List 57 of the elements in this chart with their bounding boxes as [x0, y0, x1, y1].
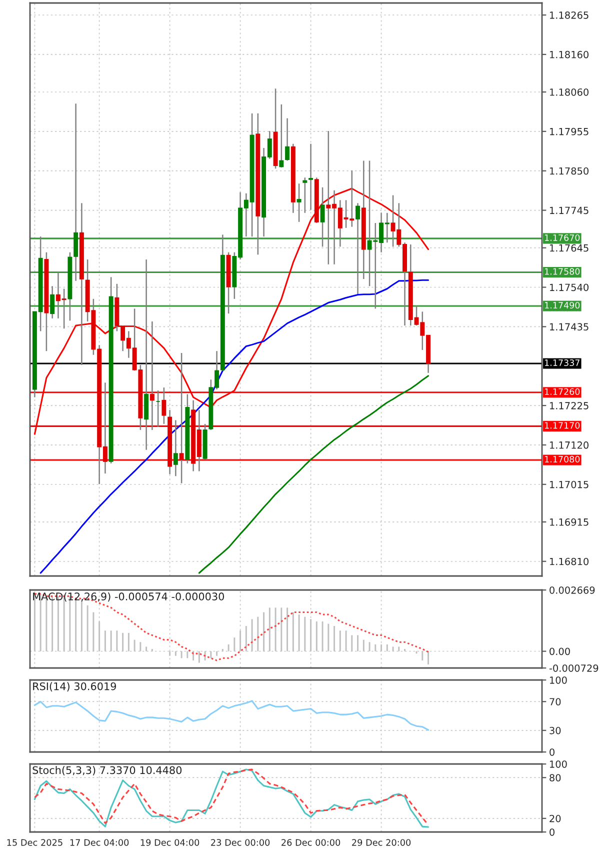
candlestick [173, 420, 178, 477]
ref-line-label: 1.17170 [545, 422, 580, 429]
candlestick [320, 186, 325, 248]
candlestick [279, 104, 284, 168]
y-tick-label: 100 [550, 760, 567, 768]
y-tick-label: 0 [550, 828, 554, 836]
y-tick-label: 1.17540 [550, 284, 589, 292]
candlestick [50, 285, 55, 320]
y-tick-label: 1.17745 [550, 206, 588, 214]
candlestick [285, 118, 290, 162]
x-tick-label: 15 Dec 2025 [7, 839, 62, 846]
candlestick [162, 386, 166, 425]
y-tick-label: 30 [550, 726, 561, 734]
y-tick-label: -0.000729 [549, 664, 598, 672]
y-tick-label: 1.17955 [550, 128, 588, 136]
ref-line-label: 1.17490 [545, 302, 580, 309]
line-series [34, 593, 430, 662]
line-series [40, 279, 430, 574]
x-tick-label: 17 Dec 04:00 [70, 839, 129, 846]
line-series [198, 375, 430, 574]
y-tick-label: 0 [550, 748, 554, 756]
line-series [34, 700, 430, 731]
x-tick-label: 29 Dec 20:00 [352, 839, 411, 846]
y-tick-label: 100 [550, 676, 567, 684]
ref-line-label: 1.17080 [545, 456, 580, 463]
y-tick-label: 1.17015 [550, 480, 588, 488]
candlestick [356, 202, 360, 295]
y-tick-label: 1.18265 [550, 11, 588, 19]
y-tick-label: 1.17120 [550, 441, 589, 449]
candlestick [179, 352, 184, 484]
candlestick [302, 176, 308, 214]
ref-line-label: 1.17580 [545, 268, 580, 275]
ref-line-label: 1.17670 [545, 234, 580, 241]
y-tick-label: 1.17435 [550, 323, 588, 331]
ref-line-label: 1.17337 [545, 359, 580, 366]
y-tick-label: 0.00 [550, 648, 570, 656]
y-tick-label: 1.16915 [550, 518, 588, 526]
y-tick-label: 1.17225 [550, 402, 588, 410]
y-tick-label: 70 [550, 698, 561, 706]
x-tick-label: 26 Dec 00:00 [282, 839, 340, 846]
y-tick-label: 1.18060 [550, 88, 589, 96]
y-tick-label: 20 [550, 814, 561, 822]
y-tick-label: 1.17645 [550, 244, 588, 252]
candlestick [150, 320, 154, 431]
candlestick [74, 103, 78, 282]
y-tick-label: 80 [550, 774, 561, 782]
annotation: RSI(14) 30.6019 [33, 682, 116, 692]
y-tick-label: 1.18160 [550, 50, 589, 58]
annotation: Stoch(5,3,3) 7.3370 10.4480 [32, 766, 182, 776]
ref-line-label: 1.17260 [545, 388, 580, 395]
candlestick [296, 182, 302, 223]
x-tick-label: 23 Dec 00:00 [211, 839, 270, 846]
candlestick [308, 143, 314, 211]
y-tick-label: 0.002669 [550, 586, 595, 594]
x-tick-label: 19 Dec 04:00 [140, 839, 200, 846]
y-tick-label: 1.17850 [550, 167, 589, 175]
y-tick-label: 1.16810 [550, 558, 589, 566]
